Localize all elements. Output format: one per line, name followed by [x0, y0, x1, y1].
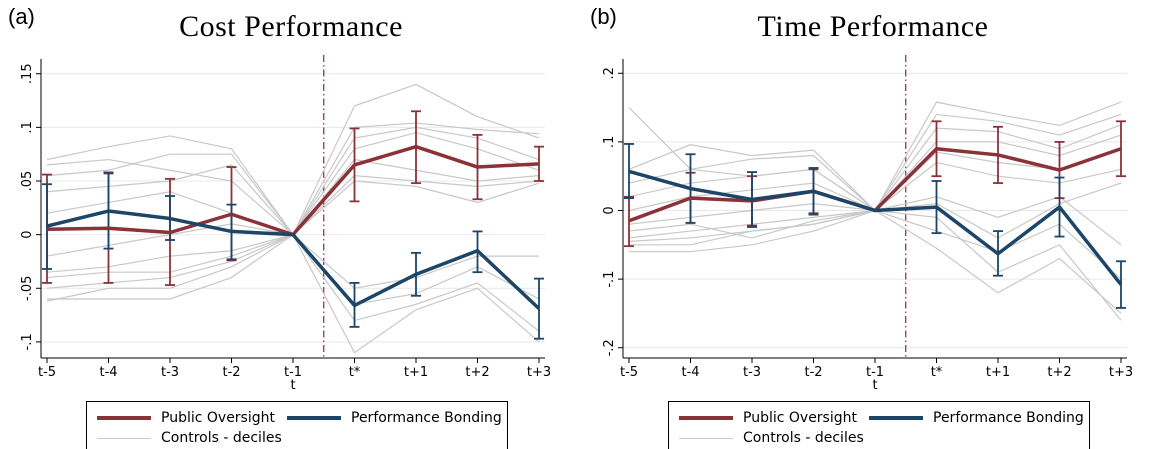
y-tick-label: .1 [20, 121, 35, 133]
legend-label: Controls - deciles [743, 430, 864, 446]
y-tick-label: .15 [20, 63, 35, 84]
y-tick-label: 0 [20, 230, 35, 238]
performance-bonding-line [628, 169, 1123, 286]
legend: Public Oversight Performance Bonding Con… [86, 401, 508, 449]
control-line [46, 132, 540, 236]
control-line [628, 196, 1122, 246]
x-tick-label: t-1 [284, 365, 302, 380]
y-tick-label: -.2 [602, 339, 617, 356]
x-tick-label: t-2 [804, 365, 822, 380]
x-tick-label: t+3 [1109, 365, 1133, 380]
legend: Public Oversight Performance Bonding Con… [668, 401, 1090, 449]
x-tick-label: t-4 [99, 365, 117, 380]
legend-item-public-oversight: Public Oversight [97, 410, 275, 426]
y-tick-label: 0 [602, 206, 617, 214]
performance-bonding-line [46, 209, 541, 310]
control-line [46, 233, 540, 354]
x-tick-label: t-3 [743, 365, 761, 380]
control-line [46, 233, 540, 306]
legend-label: Performance Bonding [933, 410, 1084, 426]
chart-title: Cost Performance [179, 10, 403, 43]
cost-performance-chart: -.1 -.05 0 .05 .1 .15 t-5 t-4 t-3 t-2 t-1 t* t+1 t+2 t… [20, 55, 551, 393]
chart-title: Time Performance [757, 10, 989, 43]
control-line [628, 101, 1122, 212]
x-tick-label: t* [349, 365, 361, 380]
x-tick-label: t+2 [1047, 365, 1071, 380]
legend-item-public-oversight: Public Oversight [679, 410, 857, 426]
legend-item-controls: Controls - deciles [97, 430, 282, 446]
y-tick-label: .2 [602, 67, 617, 79]
control-line [629, 209, 1122, 314]
x-axis-label: t [872, 378, 877, 393]
legend-item-performance-bonding: Performance Bonding [869, 410, 1084, 426]
control-line [46, 180, 540, 273]
legend-label: Public Oversight [161, 410, 275, 426]
panel-letter: (a) [8, 4, 35, 29]
time-performance-chart: -.2 -.1 0 .1 .2 t-5 t-4 t-3 t-2 t-1 t* t+1 t+2 t+3 t [602, 55, 1133, 393]
y-tick-label: -.1 [20, 333, 35, 350]
legend-swatch-performance-bonding [287, 416, 341, 420]
control-line [47, 233, 539, 300]
legend-label: Controls - deciles [161, 430, 282, 446]
y-tick-label: -.1 [602, 271, 617, 288]
public-oversight-line [46, 144, 540, 237]
x-tick-label: t-2 [222, 365, 240, 380]
y-tick-label: .1 [602, 136, 617, 148]
x-tick-label: t-4 [681, 365, 699, 380]
x-tick-label: t-5 [620, 365, 638, 380]
y-tick-label: .05 [20, 171, 35, 192]
x-axis-label: t [290, 378, 295, 393]
legend-swatch-performance-bonding [869, 416, 923, 420]
control-line [46, 175, 540, 257]
x-tick-label: t+1 [404, 365, 428, 380]
x-tick-label: t+3 [527, 365, 551, 380]
control-line [46, 233, 540, 332]
control-line [46, 158, 540, 236]
legend-swatch-controls [97, 437, 151, 439]
x-tick-label: t-1 [866, 365, 884, 380]
legend-item-controls: Controls - deciles [679, 430, 864, 446]
legend-swatch-public-oversight [97, 416, 151, 420]
legend-swatch-controls [679, 437, 733, 439]
legend-swatch-public-oversight [679, 416, 733, 420]
control-line [629, 209, 1122, 280]
cost-performance-panel: (a) Cost Performance -.1 -.05 0 .05 .1 .15 t-5… [8, 4, 551, 449]
x-tick-label: t-5 [38, 365, 56, 380]
x-tick-label: t+1 [986, 365, 1010, 380]
panel-letter: (b) [590, 4, 617, 29]
control-line [628, 113, 1122, 212]
legend-label: Public Oversight [743, 410, 857, 426]
x-tick-label: t* [931, 365, 943, 380]
x-tick-label: t-3 [161, 365, 179, 380]
x-tick-label: t+2 [465, 365, 489, 380]
y-tick-label: -.05 [20, 276, 35, 301]
legend-item-performance-bonding: Performance Bonding [287, 410, 502, 426]
legend-label: Performance Bonding [351, 410, 502, 426]
time-performance-panel: (b) Time Performance -.2 -.1 0 .1 .2 t-5 t-4 t-… [582, 0, 1164, 449]
